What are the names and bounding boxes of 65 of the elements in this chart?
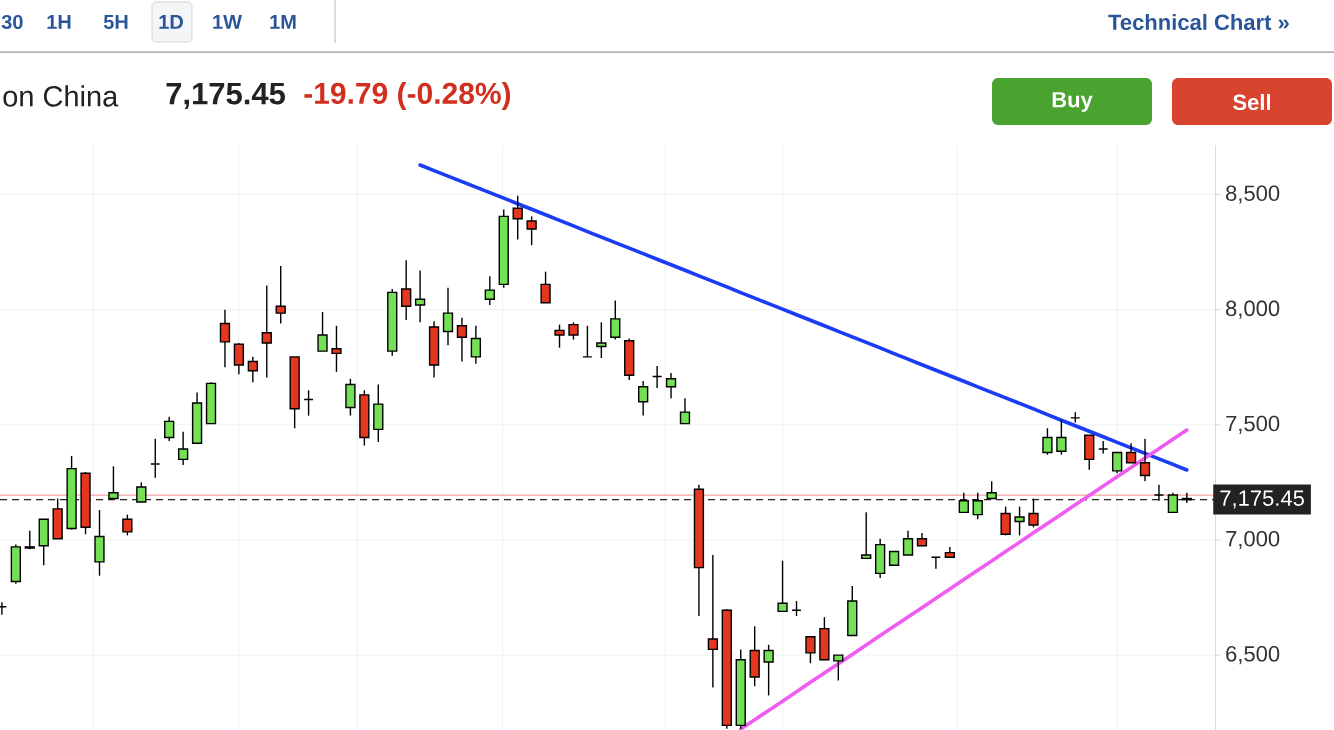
candlestick <box>331 325 342 373</box>
candlestick <box>233 342 245 375</box>
candlestick <box>1139 437 1151 482</box>
candlestick <box>275 265 286 325</box>
candlestick <box>1125 442 1137 464</box>
candlestick <box>484 275 495 306</box>
candlestick <box>679 397 691 425</box>
candlestick <box>958 492 969 514</box>
candlestick <box>1111 451 1123 474</box>
text: 1D <box>159 15 183 29</box>
candlestick <box>902 530 914 556</box>
candlestick <box>1042 427 1053 456</box>
candlestick <box>247 356 258 383</box>
y-tick-label: 8,000 <box>1226 300 1280 319</box>
candlestick <box>470 325 482 365</box>
candlestick <box>414 269 426 324</box>
candlestick <box>972 492 983 520</box>
candlestick <box>665 372 677 400</box>
text: 5H <box>103 15 128 29</box>
candlestick <box>540 270 551 304</box>
y-tick-label: 6,500 <box>1226 646 1280 665</box>
candlestick <box>164 416 175 442</box>
text: 1W <box>213 15 242 29</box>
candlestick <box>833 654 844 682</box>
candlestick <box>777 560 788 613</box>
y-tick-label: 7,000 <box>1226 530 1280 550</box>
ref-line-label: 7,175.45 <box>1220 490 1304 509</box>
text: 1M <box>270 15 296 29</box>
candlestick <box>861 511 872 560</box>
candlestick <box>805 636 816 664</box>
candlestick <box>1056 419 1067 456</box>
text: 30 <box>1 14 23 30</box>
candlestick <box>1000 505 1011 537</box>
candlestick <box>401 259 412 321</box>
candlestick <box>707 554 719 689</box>
candlestick <box>442 287 454 347</box>
text: Technical Chart » <box>1108 13 1289 31</box>
y-tick-label: 7,500 <box>1226 415 1280 434</box>
candlestick <box>219 308 231 368</box>
chart-title: on China <box>3 85 119 107</box>
candlestick <box>317 311 328 352</box>
candlestick <box>345 378 356 417</box>
text: Sell <box>1233 93 1271 111</box>
candlestick <box>526 215 537 246</box>
candlestick <box>1028 497 1039 529</box>
candlestick <box>610 299 621 341</box>
candlestick <box>177 431 189 466</box>
text: 1H <box>47 15 71 29</box>
candlestick <box>261 284 272 379</box>
text: -19.79 (-0.28%) <box>304 82 511 110</box>
candlestick <box>1167 492 1179 514</box>
candlestick <box>763 644 774 697</box>
text: Buy <box>1052 92 1093 112</box>
text: 7,175.45 <box>166 82 285 110</box>
candlestick <box>456 317 468 363</box>
candlestick <box>108 465 119 500</box>
y-tick-label: 8,500 <box>1226 185 1280 204</box>
line-series <box>418 163 1189 472</box>
candlestick <box>596 321 607 359</box>
candlestick <box>512 194 523 241</box>
candlestick <box>638 380 649 417</box>
candlestick <box>554 323 565 349</box>
candlestick <box>122 513 133 537</box>
candlestick <box>1014 505 1025 537</box>
candlestick <box>136 481 147 503</box>
